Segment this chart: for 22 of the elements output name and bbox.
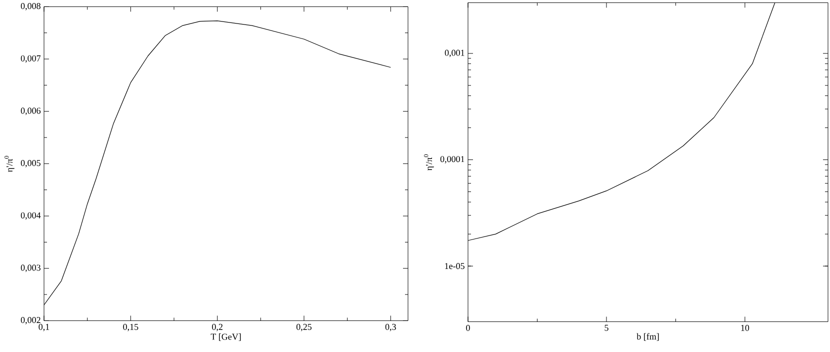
x-tick-label: 0,1 (38, 324, 50, 332)
y-tick-label: 0,004 (20, 212, 41, 220)
y-tick-label: 0,0001 (440, 156, 464, 164)
x-axis-title: T [GeV] (210, 334, 241, 342)
x-axis-title: b [fm] (636, 333, 659, 341)
x-tick-label: 0,3 (385, 324, 396, 332)
y-tick-label: 1e-05 (445, 263, 464, 270)
y-axis-title: η'/π$^{0}$ (4, 156, 14, 172)
x-tick-label: 0,25 (296, 324, 312, 332)
y-tick-label: 0,008 (20, 3, 40, 11)
y-tick-label: 0,006 (20, 108, 41, 116)
x-tick-label: 0,15 (123, 324, 138, 332)
y-tick-label: 0,007 (20, 55, 41, 63)
y-axis-title: η'/π$^{0}$ (424, 154, 434, 171)
y-tick-label: 0,005 (20, 160, 40, 168)
y-tick-label: 0,001 (444, 50, 464, 58)
x-tick-label: 0,2 (212, 324, 222, 332)
x-tick-label: 10 (741, 325, 750, 332)
x-tick-label: 5 (604, 325, 608, 332)
y-tick-label: 0,003 (20, 264, 40, 272)
y-tick-label: 0,002 (20, 317, 40, 325)
x-tick-label: 0 (466, 325, 470, 332)
